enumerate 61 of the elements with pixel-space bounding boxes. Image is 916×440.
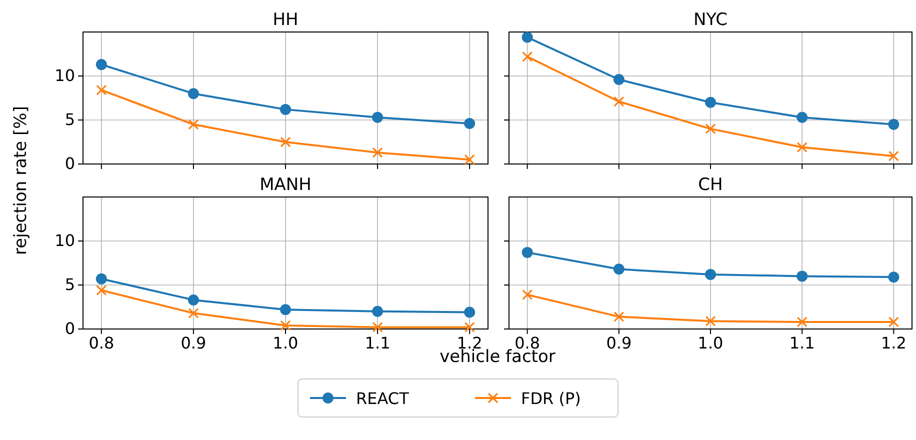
point	[464, 154, 475, 165]
y-axis-title: rejection rate [%]	[11, 106, 31, 255]
point	[888, 316, 899, 328]
point	[888, 118, 900, 130]
point	[280, 104, 291, 115]
point	[96, 284, 107, 296]
point	[188, 88, 199, 100]
point	[280, 320, 291, 331]
point	[796, 142, 808, 153]
point	[796, 316, 808, 328]
point	[280, 304, 291, 316]
x-tick-label: 1.0	[698, 333, 724, 352]
chart-title: HH	[272, 10, 298, 30]
legend-label: FDR (P)	[521, 389, 581, 408]
point	[464, 322, 475, 333]
x-tick-label: 1.0	[272, 333, 298, 352]
point	[280, 136, 291, 148]
point	[188, 119, 199, 130]
x-tick-label: 0.8	[88, 333, 114, 352]
point	[96, 59, 107, 70]
chart-title: NYC	[693, 10, 728, 30]
point	[796, 112, 808, 123]
point	[888, 150, 899, 162]
point	[372, 322, 383, 333]
point	[96, 273, 107, 284]
point	[614, 96, 624, 107]
y-tick-label: 10	[54, 66, 75, 86]
point	[522, 51, 533, 62]
point	[464, 118, 476, 130]
point	[705, 268, 716, 280]
point	[705, 124, 716, 134]
point	[614, 311, 624, 322]
x-tick-label: 1.1	[364, 333, 390, 352]
point	[796, 270, 808, 282]
y-tick-label: 5	[64, 110, 75, 130]
x-tick-label: 1.2	[880, 333, 906, 352]
x-tick-label: 0.9	[606, 333, 632, 352]
point	[188, 308, 199, 318]
point	[372, 147, 383, 158]
point	[372, 306, 384, 317]
chart-title: MANH	[260, 175, 312, 195]
point	[705, 316, 716, 326]
x-tick-label: 0.9	[180, 333, 206, 352]
point	[705, 96, 716, 108]
point	[464, 306, 476, 318]
point	[372, 112, 384, 123]
y-tick-label: 0	[64, 319, 75, 338]
y-tick-label: 5	[64, 275, 75, 294]
chart-title: CH	[698, 175, 723, 195]
point	[613, 264, 624, 275]
point	[888, 272, 900, 283]
point	[522, 289, 533, 300]
legend-label: REACT	[356, 389, 410, 408]
point	[522, 246, 533, 258]
point	[522, 32, 533, 43]
point	[96, 84, 107, 96]
y-tick-label: 10	[54, 231, 75, 250]
point	[188, 294, 199, 306]
point	[613, 74, 624, 86]
x-tick-label: 1.1	[789, 333, 815, 352]
y-tick-label: 0	[64, 154, 75, 174]
